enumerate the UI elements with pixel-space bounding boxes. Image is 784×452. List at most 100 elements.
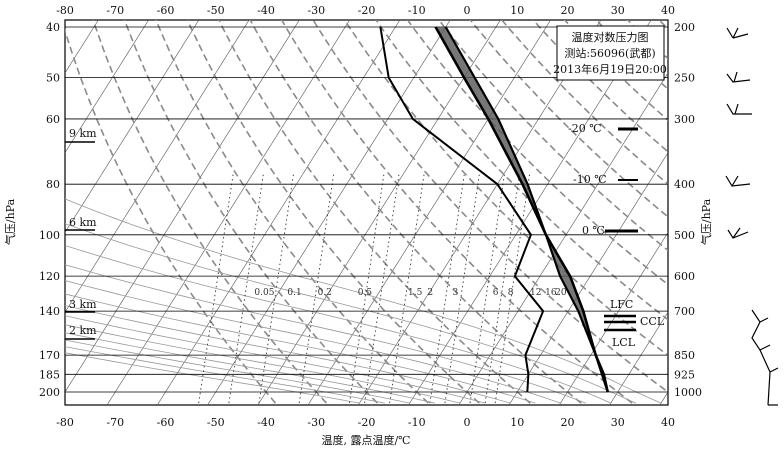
marker-0: 0 ℃ <box>582 224 605 237</box>
right-y-ticks: 200 250 300 400 500 600 700 850 925 1000 <box>674 21 702 399</box>
moist-adiabat <box>65 352 360 404</box>
y-tick-label-right: 400 <box>674 178 695 191</box>
x-tick-label-top: 0 <box>464 4 471 17</box>
mixing-ratio-line <box>444 172 481 404</box>
sounding-profiles <box>379 26 609 393</box>
y-axis-title-left: 气压/hPa <box>3 198 17 245</box>
marker-minus10: -10 ℃ <box>573 173 607 186</box>
isotherm-line <box>609 311 668 405</box>
mixing-ratio-label: 16 <box>545 288 557 298</box>
isotherm-line <box>65 20 149 154</box>
mixing-ratio-line <box>469 172 506 404</box>
bottom-x-ticks: -80 -70 -60 -50 -40 -30 -20 -10 0 10 20 30 40 <box>56 416 675 429</box>
mixing-ratio-line <box>429 172 465 404</box>
isotherm-line <box>257 20 501 405</box>
moist-adiabat <box>65 223 637 404</box>
x-tick-label-bottom: 40 <box>661 416 675 429</box>
isotherm-line <box>106 20 350 405</box>
mixing-ratio-line <box>258 172 295 404</box>
x-tick-label-top: -10 <box>408 4 426 17</box>
mixing-ratio-line <box>494 172 531 404</box>
x-tick-label-top: -70 <box>106 4 124 17</box>
moist-adiabat <box>65 305 511 404</box>
moist-adiabat <box>65 280 561 404</box>
lfc-label: LFC <box>610 298 633 311</box>
mixing-ratio-label: 0.1 <box>287 288 301 298</box>
mixing-ratio-line <box>198 172 234 404</box>
moist-adiabat <box>65 293 536 404</box>
y-tick-label-right: 200 <box>674 21 695 34</box>
mixing-ratio-line <box>389 172 425 404</box>
x-tick-label-top: 20 <box>561 4 575 17</box>
mixing-ratio-label: 2 <box>427 288 433 298</box>
x-tick-label-bottom: 10 <box>510 416 524 429</box>
y-tick-label-right: 500 <box>674 229 695 242</box>
moist-adiabat <box>65 315 486 404</box>
y-tick-label-left: 200 <box>39 386 60 399</box>
moist-adiabat <box>65 198 662 404</box>
mixing-ratio-line <box>364 172 400 404</box>
mixing-ratio-line <box>228 172 264 404</box>
x-tick-label-top: 10 <box>510 4 524 17</box>
dry-adiabat <box>660 0 784 403</box>
isotherm-markers: -20 ℃ -10 ℃ 0 ℃ <box>568 122 638 237</box>
mixing-ratio-label: 8 <box>508 288 514 298</box>
plot-frame <box>64 19 669 406</box>
dry-adiabat <box>718 0 784 403</box>
isotherm-line <box>65 20 300 393</box>
x-tick-label-bottom: -20 <box>358 416 376 429</box>
x-tick-label-top: -40 <box>257 4 275 17</box>
height-label-2km: 2 km <box>69 324 97 337</box>
y-tick-label-left: 185 <box>39 368 60 381</box>
y-tick-label-left: 100 <box>39 229 60 242</box>
left-y-ticks: 40 50 60 80 100 120 140 170 185 200 <box>39 21 60 399</box>
moist-adiabat <box>65 332 435 404</box>
y-tick-label-right: 300 <box>674 113 695 126</box>
y-tick-label-right: 250 <box>674 72 695 85</box>
dry-adiabat <box>280 20 633 404</box>
x-tick-label-bottom: -40 <box>257 416 275 429</box>
mixing-ratio-label: 12 <box>530 288 541 298</box>
x-tick-label-bottom: 0 <box>464 416 471 429</box>
mixing-ratio-label: 3 <box>453 288 459 298</box>
top-x-ticks: -80 -70 -60 -50 -40 -30 -20 -10 0 10 20 30 40 <box>56 4 675 17</box>
y-tick-label-left: 60 <box>46 113 60 126</box>
moist-adiabat <box>65 245 611 404</box>
y-tick-label-left: 140 <box>39 305 60 318</box>
mixing-ratio-label: 0.2 <box>318 288 332 298</box>
mixing-ratio-label: 20 <box>555 288 567 298</box>
datetime-label: 2013年6月19日20:00 <box>553 62 667 76</box>
chart-title: 温度对数压力图 <box>572 30 649 44</box>
level-markers: LFC CCL LCL <box>604 298 665 349</box>
x-tick-label-top: -50 <box>207 4 225 17</box>
height-markers: 9 km 6 km 3 km 2 km <box>65 127 97 340</box>
mixing-ratio-label: 1.5 <box>408 288 423 298</box>
y-tick-label-right: 700 <box>674 305 695 318</box>
isotherm-line <box>558 231 668 405</box>
height-label-6km: 6 km <box>69 216 97 229</box>
x-tick-label-bottom: -30 <box>307 416 325 429</box>
wind-barb-profile <box>725 27 779 406</box>
y-axis-title-right: 气压/hPa <box>699 198 713 245</box>
x-tick-label-top: -80 <box>56 4 74 17</box>
moist-adiabat <box>65 264 586 404</box>
moist-adiabat <box>65 324 461 404</box>
ccl-label: CCL <box>640 315 665 328</box>
mixing-ratio-label: 6 <box>493 288 499 298</box>
height-label-9km: 9 km <box>69 127 97 140</box>
isotherm-line <box>65 20 99 74</box>
isotherm-line <box>307 20 551 405</box>
y-tick-label-left: 80 <box>46 178 60 191</box>
mixing-ratio-label: 0.5 <box>358 288 373 298</box>
y-tick-label-left: 50 <box>46 72 60 85</box>
x-tick-label-bottom: 30 <box>611 416 625 429</box>
isotherm-line <box>65 20 200 234</box>
y-tick-label-right: 925 <box>674 368 695 381</box>
mixing-ratio-label: 0.05 <box>254 288 274 298</box>
info-box: 温度对数压力图 测站:56096(武都) 2013年6月19日20:00 <box>553 25 667 81</box>
station-label: 测站:56096(武都) <box>564 46 655 60</box>
y-tick-label-right: 850 <box>674 349 695 362</box>
x-tick-label-bottom: -50 <box>207 416 225 429</box>
y-tick-label-right: 600 <box>674 270 695 283</box>
